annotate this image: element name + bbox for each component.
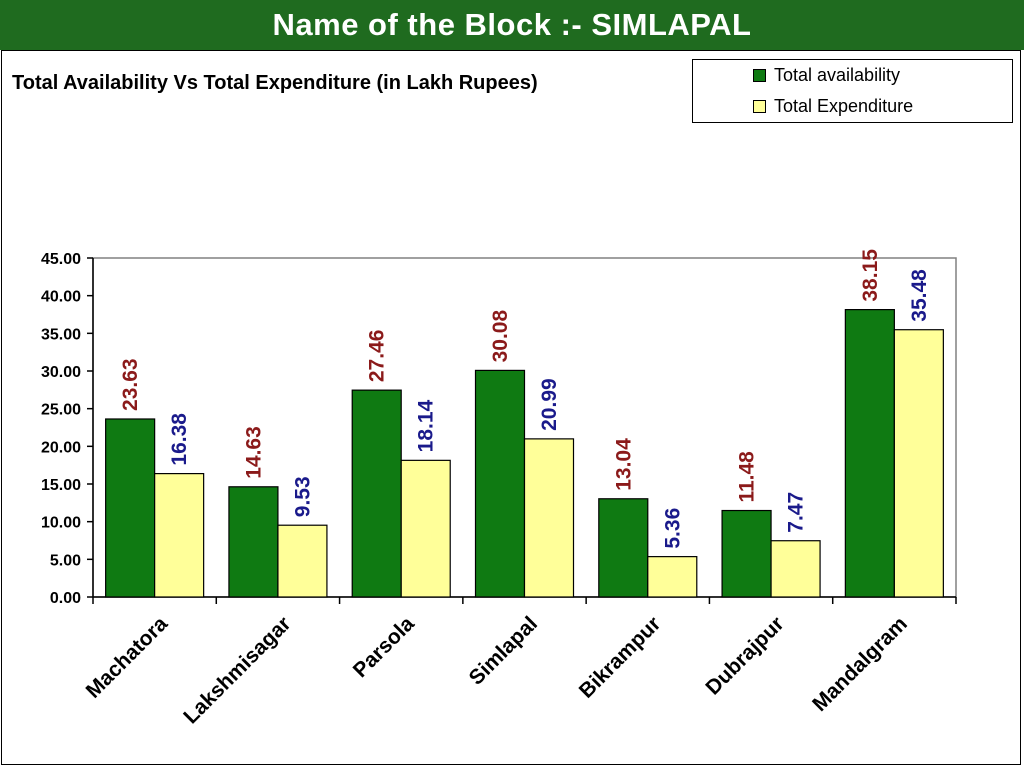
- legend-label-expenditure: Total Expenditure: [774, 96, 914, 116]
- data-label-availability: 14.63: [242, 426, 265, 479]
- data-label-expenditure: 7.47: [785, 492, 808, 533]
- bar-expenditure: [277, 524, 328, 598]
- x-tick-label: Bikrampur: [575, 612, 666, 703]
- bar-expenditure: [770, 540, 821, 598]
- data-label-expenditure: 20.99: [538, 378, 561, 431]
- slide-frame: [1, 50, 1021, 765]
- y-tick-label: 15.00: [41, 477, 81, 494]
- y-tick-label: 5.00: [50, 552, 81, 569]
- data-label-availability: 38.15: [859, 249, 882, 302]
- header-banner: Name of the Block :- SIMLAPAL: [0, 0, 1024, 50]
- chart-title: Total Availability Vs Total Expenditure …: [12, 72, 538, 94]
- legend-swatch-availability: [753, 69, 766, 82]
- y-tick-label: 40.00: [41, 289, 81, 306]
- bar-availability: [228, 486, 279, 598]
- y-tick-label: 45.00: [41, 251, 81, 268]
- bar-availability: [721, 509, 772, 598]
- y-tick-label: 0.00: [50, 590, 81, 607]
- banner-title: Name of the Block :- SIMLAPAL: [272, 7, 752, 42]
- x-tick-label: Parsola: [349, 612, 419, 682]
- data-label-expenditure: 35.48: [908, 269, 931, 322]
- bar-availability: [844, 309, 895, 598]
- x-tick-label: Mandalgram: [808, 612, 912, 716]
- chart-legend: Total availability Total Expenditure: [692, 59, 1013, 123]
- y-tick-label: 10.00: [41, 515, 81, 532]
- bar-availability: [105, 418, 156, 598]
- bar-expenditure: [400, 459, 451, 598]
- data-label-availability: 13.04: [612, 438, 635, 491]
- data-label-expenditure: 5.36: [661, 508, 684, 549]
- bar-availability: [351, 389, 402, 598]
- data-label-expenditure: 16.38: [168, 413, 191, 466]
- legend-swatch-expenditure: [753, 100, 766, 113]
- bar-expenditure: [647, 556, 698, 598]
- x-tick-label: Simlapal: [465, 612, 542, 689]
- bar-availability: [474, 369, 526, 598]
- x-tick-label: Lakshmisagar: [179, 612, 295, 728]
- y-tick-label: 20.00: [41, 439, 81, 456]
- y-tick-label: 35.00: [41, 326, 81, 343]
- legend-label-availability: Total availability: [774, 65, 901, 85]
- data-label-availability: 27.46: [366, 330, 389, 383]
- bar-expenditure: [154, 473, 205, 598]
- y-tick-label: 30.00: [41, 364, 81, 381]
- data-label-expenditure: 18.14: [415, 399, 438, 452]
- y-tick-label: 25.00: [41, 402, 81, 419]
- data-label-availability: 11.48: [736, 451, 759, 503]
- data-label-availability: 30.08: [489, 310, 512, 363]
- legend-item-expenditure: Total Expenditure: [753, 96, 913, 117]
- x-tick-label: Dubrajpur: [701, 612, 788, 699]
- bar-expenditure: [523, 438, 575, 598]
- x-tick-label: Machatora: [82, 612, 173, 703]
- bar-expenditure: [893, 329, 944, 598]
- data-label-availability: 23.63: [119, 358, 142, 411]
- legend-item-availability: Total availability: [753, 65, 900, 86]
- data-label-expenditure: 9.53: [291, 476, 314, 517]
- bar-availability: [598, 498, 649, 598]
